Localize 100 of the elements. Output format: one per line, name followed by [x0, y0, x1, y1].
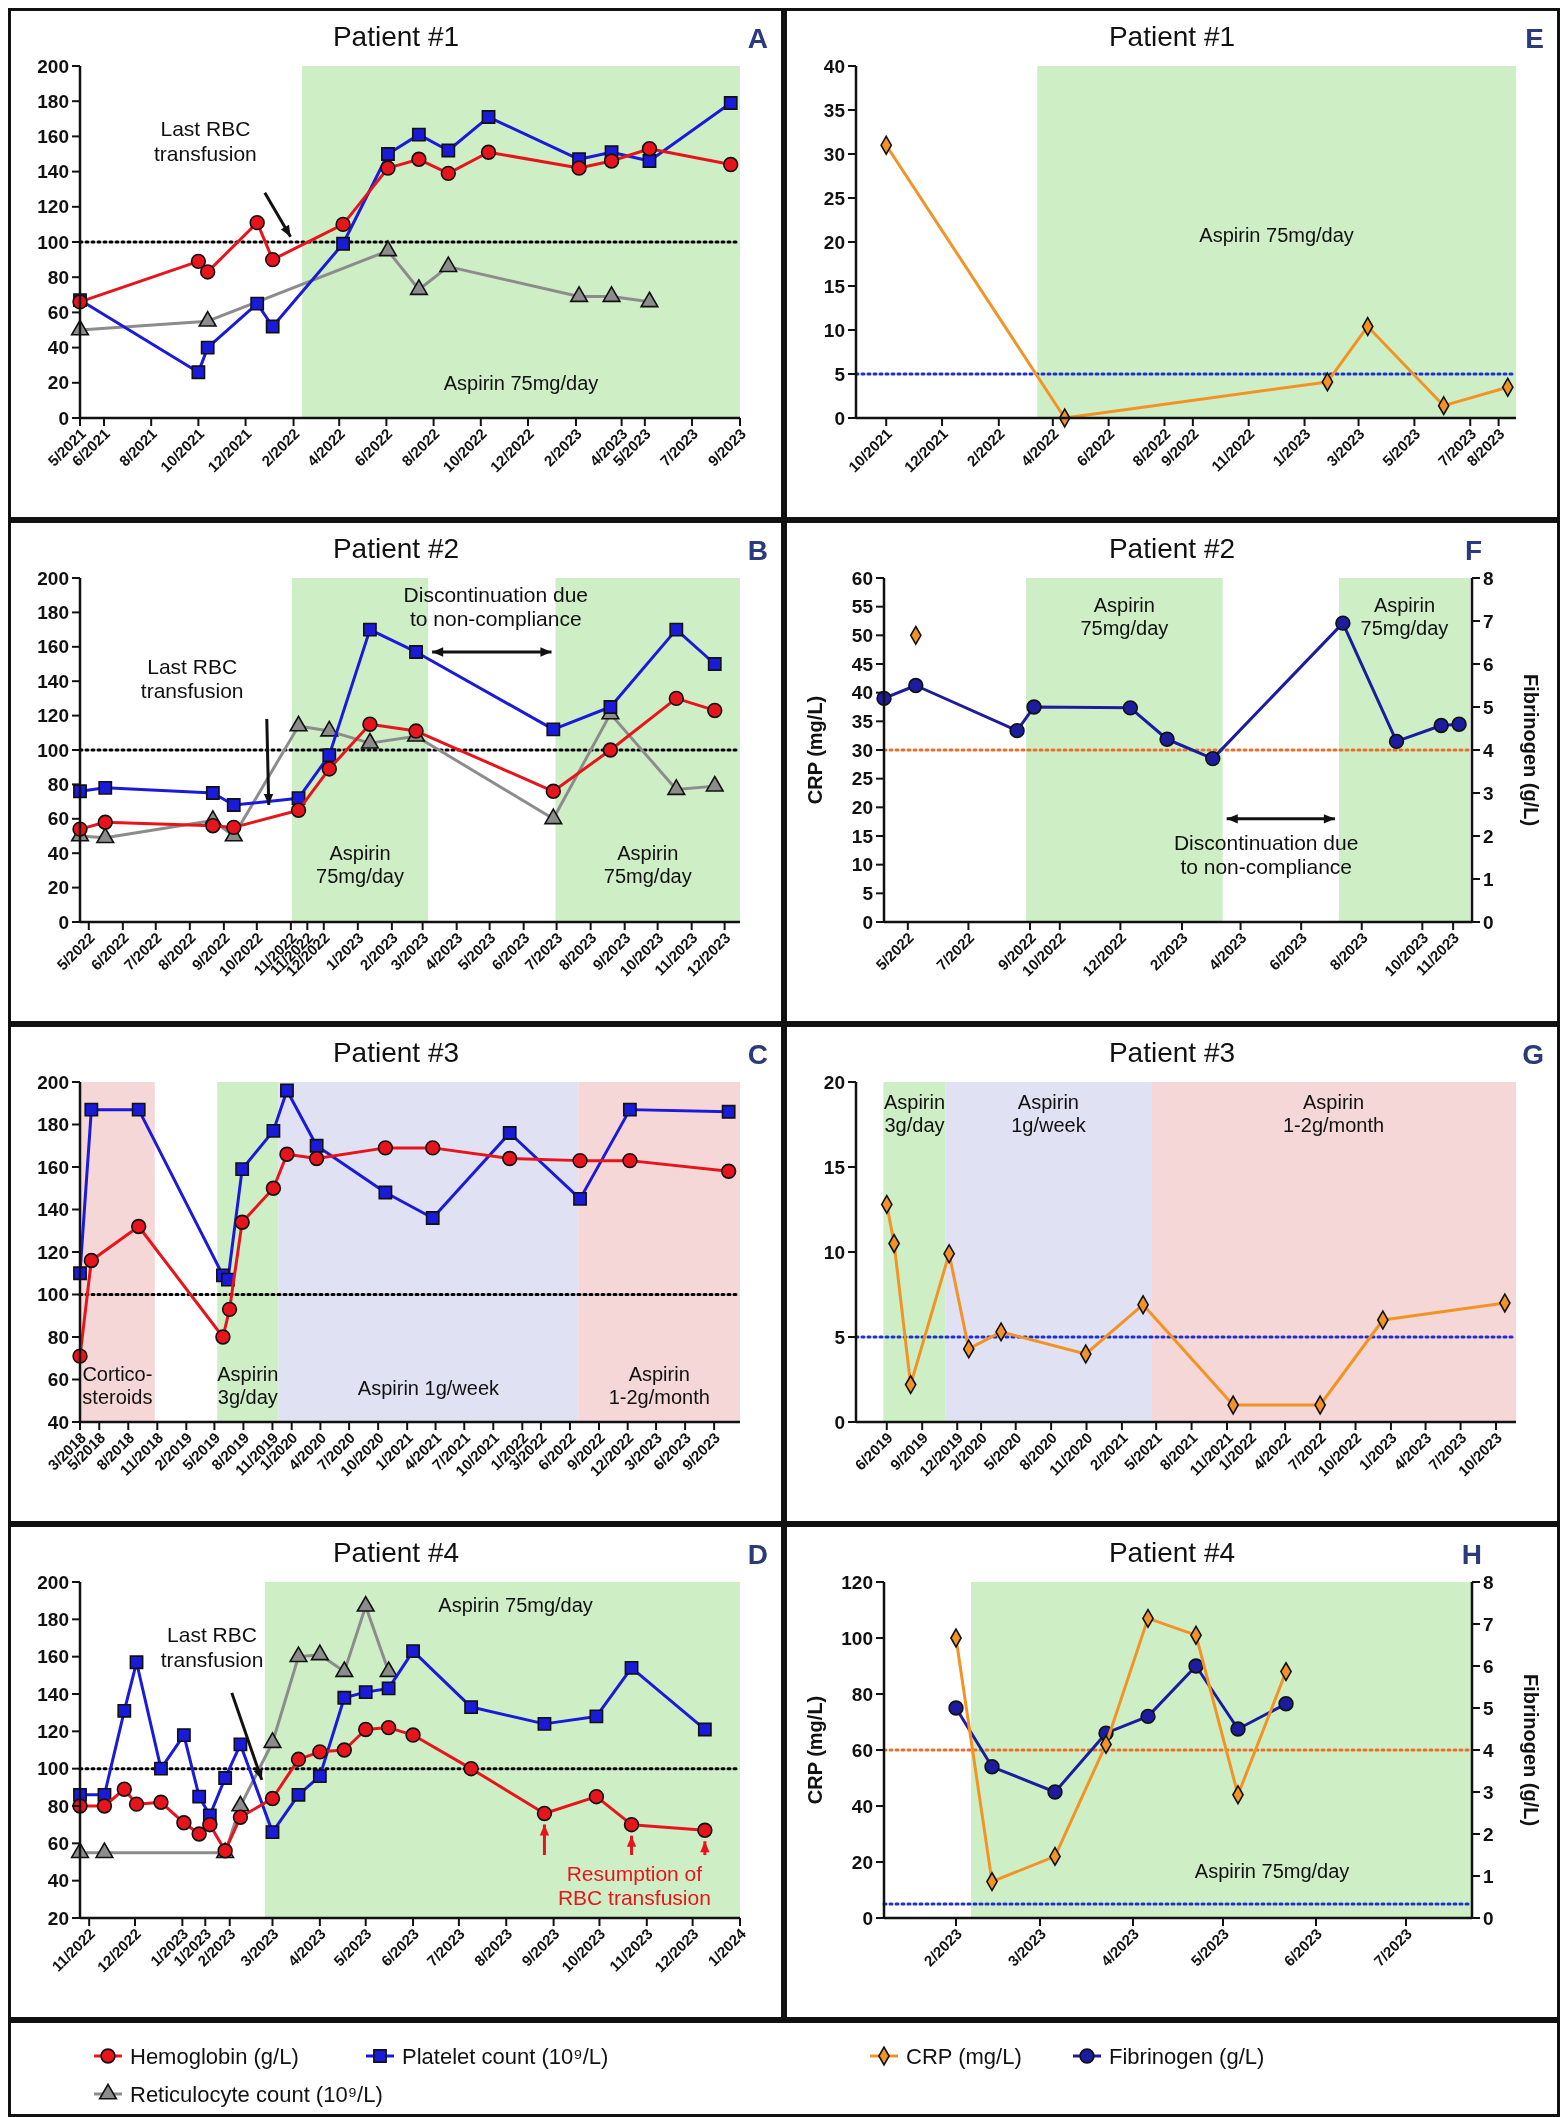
point	[380, 1719, 397, 1736]
point	[1335, 615, 1351, 631]
point	[640, 291, 659, 308]
point	[232, 1809, 249, 1825]
y-axis-title: CRP (mg/L)	[804, 1695, 826, 1805]
y-tick-label: 20	[47, 372, 69, 394]
chart-title: Patient #2	[332, 533, 460, 564]
point	[309, 1138, 324, 1153]
point	[984, 1759, 1000, 1775]
point	[1122, 700, 1139, 716]
y-tick-label: 0	[58, 407, 69, 429]
point	[707, 657, 722, 671]
y-tick-label: 140	[37, 1199, 69, 1220]
point	[362, 622, 377, 637]
point	[669, 622, 684, 637]
point	[546, 722, 561, 737]
y-tick-label: 0	[834, 1411, 845, 1433]
point	[1230, 1721, 1246, 1737]
y2-tick-label: 6	[1483, 653, 1494, 675]
point	[336, 1742, 353, 1758]
point	[908, 677, 924, 694]
y2-tick-label: 6	[1483, 1655, 1494, 1677]
chart-subtitle: B	[747, 535, 768, 566]
annotation: Discontinuation due to non-compliance	[1173, 830, 1359, 878]
chart-title: Patient #1	[1108, 21, 1236, 52]
y-axis-title: CRP (mg/L)	[804, 695, 826, 805]
point	[379, 1661, 398, 1678]
point	[603, 153, 620, 169]
point	[439, 256, 458, 273]
point	[948, 1700, 964, 1716]
point	[380, 160, 396, 176]
y-tick-label: 15	[823, 275, 846, 297]
y-tick-label: 200	[37, 55, 69, 77]
point	[358, 1685, 373, 1700]
point	[1433, 717, 1449, 734]
y-tick-label: 120	[37, 1241, 69, 1263]
y-tick-label: 0	[862, 1907, 873, 1929]
y2-tick-label: 3	[1483, 1781, 1494, 1803]
point	[264, 1790, 281, 1807]
y2-tick-label: 1	[1483, 868, 1494, 890]
point	[667, 779, 686, 796]
y-tick-label: 10	[823, 319, 845, 341]
y-tick-label: 40	[851, 1795, 873, 1817]
point	[721, 1104, 736, 1119]
point	[190, 253, 207, 270]
chart-subtitle: A	[747, 23, 768, 54]
point	[720, 1163, 737, 1179]
point	[312, 1769, 327, 1784]
y-tick-label: 30	[823, 143, 845, 165]
point	[176, 1815, 192, 1831]
chart-title: Patient #4	[332, 1537, 460, 1568]
point	[622, 1102, 637, 1117]
point	[97, 814, 113, 830]
legend-label: Platelet count (10⁹/L)	[402, 2043, 609, 2069]
point	[377, 1140, 394, 1156]
y-tick-label: 20	[851, 1851, 873, 1873]
y-tick-label: 100	[37, 1758, 69, 1780]
chart-title: Patient #1	[332, 21, 460, 52]
y-tick-label: 20	[47, 1907, 69, 1929]
chart-title: Patient #3	[332, 1037, 460, 1068]
y-tick-label: 200	[37, 567, 69, 589]
y2-tick-label: 5	[1483, 1697, 1494, 1719]
point	[264, 251, 281, 268]
y-tick-label: 180	[37, 601, 69, 623]
y-tick-label: 100	[37, 1284, 69, 1305]
point	[411, 127, 426, 142]
y2-tick-label: 7	[1483, 610, 1494, 632]
point	[191, 1826, 207, 1842]
point	[1451, 716, 1467, 732]
chart-subtitle: H	[1461, 1539, 1482, 1570]
point	[723, 156, 739, 173]
point	[322, 748, 337, 763]
y-tick-label: 120	[37, 705, 69, 727]
point	[205, 817, 221, 834]
annotation: Discontinuation due to non-compliance	[403, 583, 589, 631]
y-tick-label: 0	[834, 407, 845, 429]
point	[571, 160, 587, 176]
point	[83, 1252, 100, 1269]
y2-tick-label: 8	[1483, 1571, 1494, 1593]
point	[411, 151, 427, 167]
y-tick-label: 55	[851, 596, 874, 618]
chart-subtitle: F	[1464, 535, 1482, 566]
band-label: Aspirin 1g/week	[1011, 1091, 1087, 1137]
annotation: Last RBC transfusion	[154, 117, 257, 165]
point	[537, 1716, 552, 1731]
point	[573, 1191, 587, 1206]
y-tick-label: 80	[47, 1795, 69, 1817]
point	[1140, 1708, 1156, 1725]
point	[409, 645, 423, 659]
y-tick-label: 40	[47, 842, 69, 864]
y-tick-label: 40	[47, 1870, 69, 1892]
y-tick-label: 10	[851, 854, 873, 876]
y-tick-label: 60	[851, 1739, 873, 1761]
point	[308, 1150, 325, 1167]
y2-tick-label: 4	[1483, 1739, 1494, 1761]
point	[191, 365, 206, 380]
y-tick-label: 15	[823, 1156, 846, 1178]
band-label: Aspirin 75mg/day	[603, 842, 692, 888]
chart-subtitle: G	[1522, 1039, 1544, 1070]
y-tick-label: 200	[37, 1071, 69, 1093]
